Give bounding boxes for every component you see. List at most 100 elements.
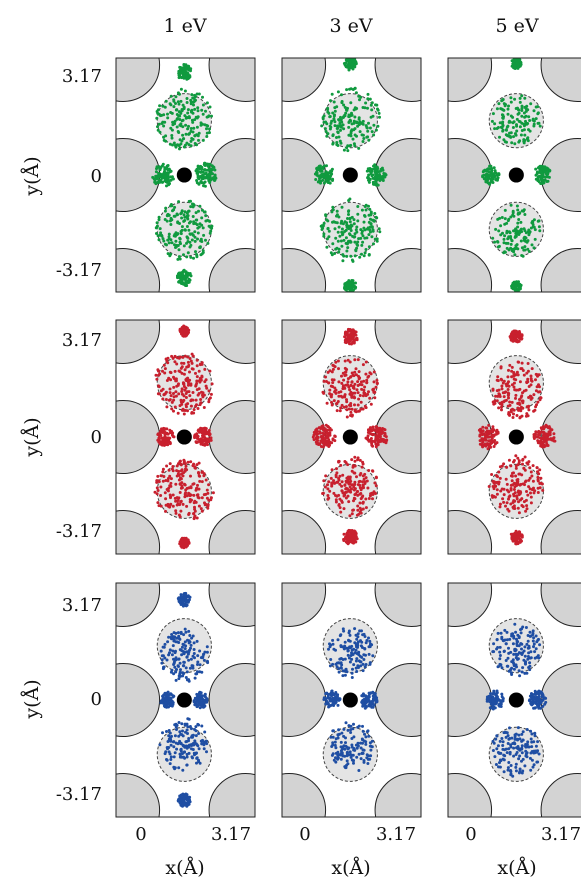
data-point: [173, 395, 176, 398]
data-point: [164, 497, 167, 500]
data-point: [185, 255, 188, 258]
data-point: [168, 484, 171, 487]
data-point: [349, 478, 352, 481]
data-point: [341, 480, 344, 483]
data-point: [169, 762, 172, 765]
data-point: [186, 725, 189, 728]
data-point: [533, 246, 536, 249]
data-point: [538, 229, 541, 232]
data-point: [508, 510, 511, 513]
data-point: [198, 462, 201, 465]
data-point: [328, 432, 331, 435]
data-point: [177, 664, 180, 667]
data-point: [193, 97, 196, 100]
data-point: [499, 505, 502, 508]
data-point: [188, 394, 191, 397]
data-point: [524, 120, 527, 123]
data-point: [178, 110, 181, 113]
data-point: [339, 409, 342, 412]
data-point: [180, 750, 183, 753]
data-point: [329, 126, 332, 129]
data-point: [343, 335, 346, 338]
data-point: [332, 643, 335, 646]
data-point: [348, 535, 351, 538]
data-point: [159, 486, 162, 489]
data-point: [185, 242, 188, 245]
data-point: [525, 490, 528, 493]
data-point: [193, 652, 196, 655]
data-point: [507, 388, 510, 391]
data-point: [184, 488, 187, 491]
data-point: [322, 492, 325, 495]
data-point: [338, 460, 341, 463]
data-point: [508, 459, 511, 462]
data-point: [195, 734, 198, 737]
data-point: [370, 116, 373, 119]
data-point: [521, 459, 524, 462]
data-point: [484, 443, 487, 446]
data-point: [180, 595, 183, 598]
data-point: [371, 497, 374, 500]
data-point: [187, 492, 190, 495]
data-point: [345, 537, 348, 540]
data-point: [186, 237, 189, 240]
data-point: [368, 397, 371, 400]
data-point: [348, 404, 351, 407]
data-point: [370, 403, 373, 406]
data-point: [512, 121, 515, 124]
data-point: [179, 662, 182, 665]
data-point: [191, 362, 194, 365]
data-point: [176, 113, 179, 116]
data-point: [530, 501, 533, 504]
data-point: [319, 170, 322, 173]
data-point: [520, 134, 523, 137]
data-point: [501, 232, 504, 235]
data-point: [201, 694, 204, 697]
data-point: [338, 662, 341, 665]
data-point: [168, 750, 171, 753]
data-point: [183, 269, 186, 272]
data-point: [497, 172, 500, 175]
data-point: [172, 494, 175, 497]
data-point: [190, 140, 193, 143]
data-point: [351, 676, 354, 679]
data-point: [334, 237, 337, 240]
data-point: [184, 592, 187, 595]
data-point: [181, 805, 184, 808]
data-point: [162, 646, 165, 649]
data-point: [353, 236, 356, 239]
data-point: [326, 440, 329, 443]
data-point: [170, 95, 173, 98]
data-point: [500, 406, 503, 409]
data-point: [527, 408, 530, 411]
data-point: [169, 102, 172, 105]
data-point: [190, 110, 193, 113]
data-point: [516, 209, 519, 212]
data-point: [203, 747, 206, 750]
data-point: [336, 213, 339, 216]
data-point: [352, 466, 355, 469]
data-point: [516, 243, 519, 246]
data-point: [504, 251, 507, 254]
data-point: [167, 252, 170, 255]
center-atom: [177, 429, 192, 444]
data-point: [180, 100, 183, 103]
data-point: [172, 469, 175, 472]
data-point: [193, 108, 196, 111]
data-point: [169, 391, 172, 394]
data-point: [181, 600, 184, 603]
data-point: [508, 120, 511, 123]
data-point: [527, 405, 530, 408]
data-point: [326, 494, 329, 497]
data-point: [212, 176, 215, 179]
data-point: [348, 645, 351, 648]
data-point: [195, 434, 198, 437]
data-point: [512, 286, 515, 289]
data-point: [520, 109, 523, 112]
data-point: [489, 440, 492, 443]
data-point: [204, 433, 207, 436]
data-point: [538, 166, 541, 169]
panel-r1-c2: [253, 28, 449, 321]
data-point: [486, 174, 489, 177]
